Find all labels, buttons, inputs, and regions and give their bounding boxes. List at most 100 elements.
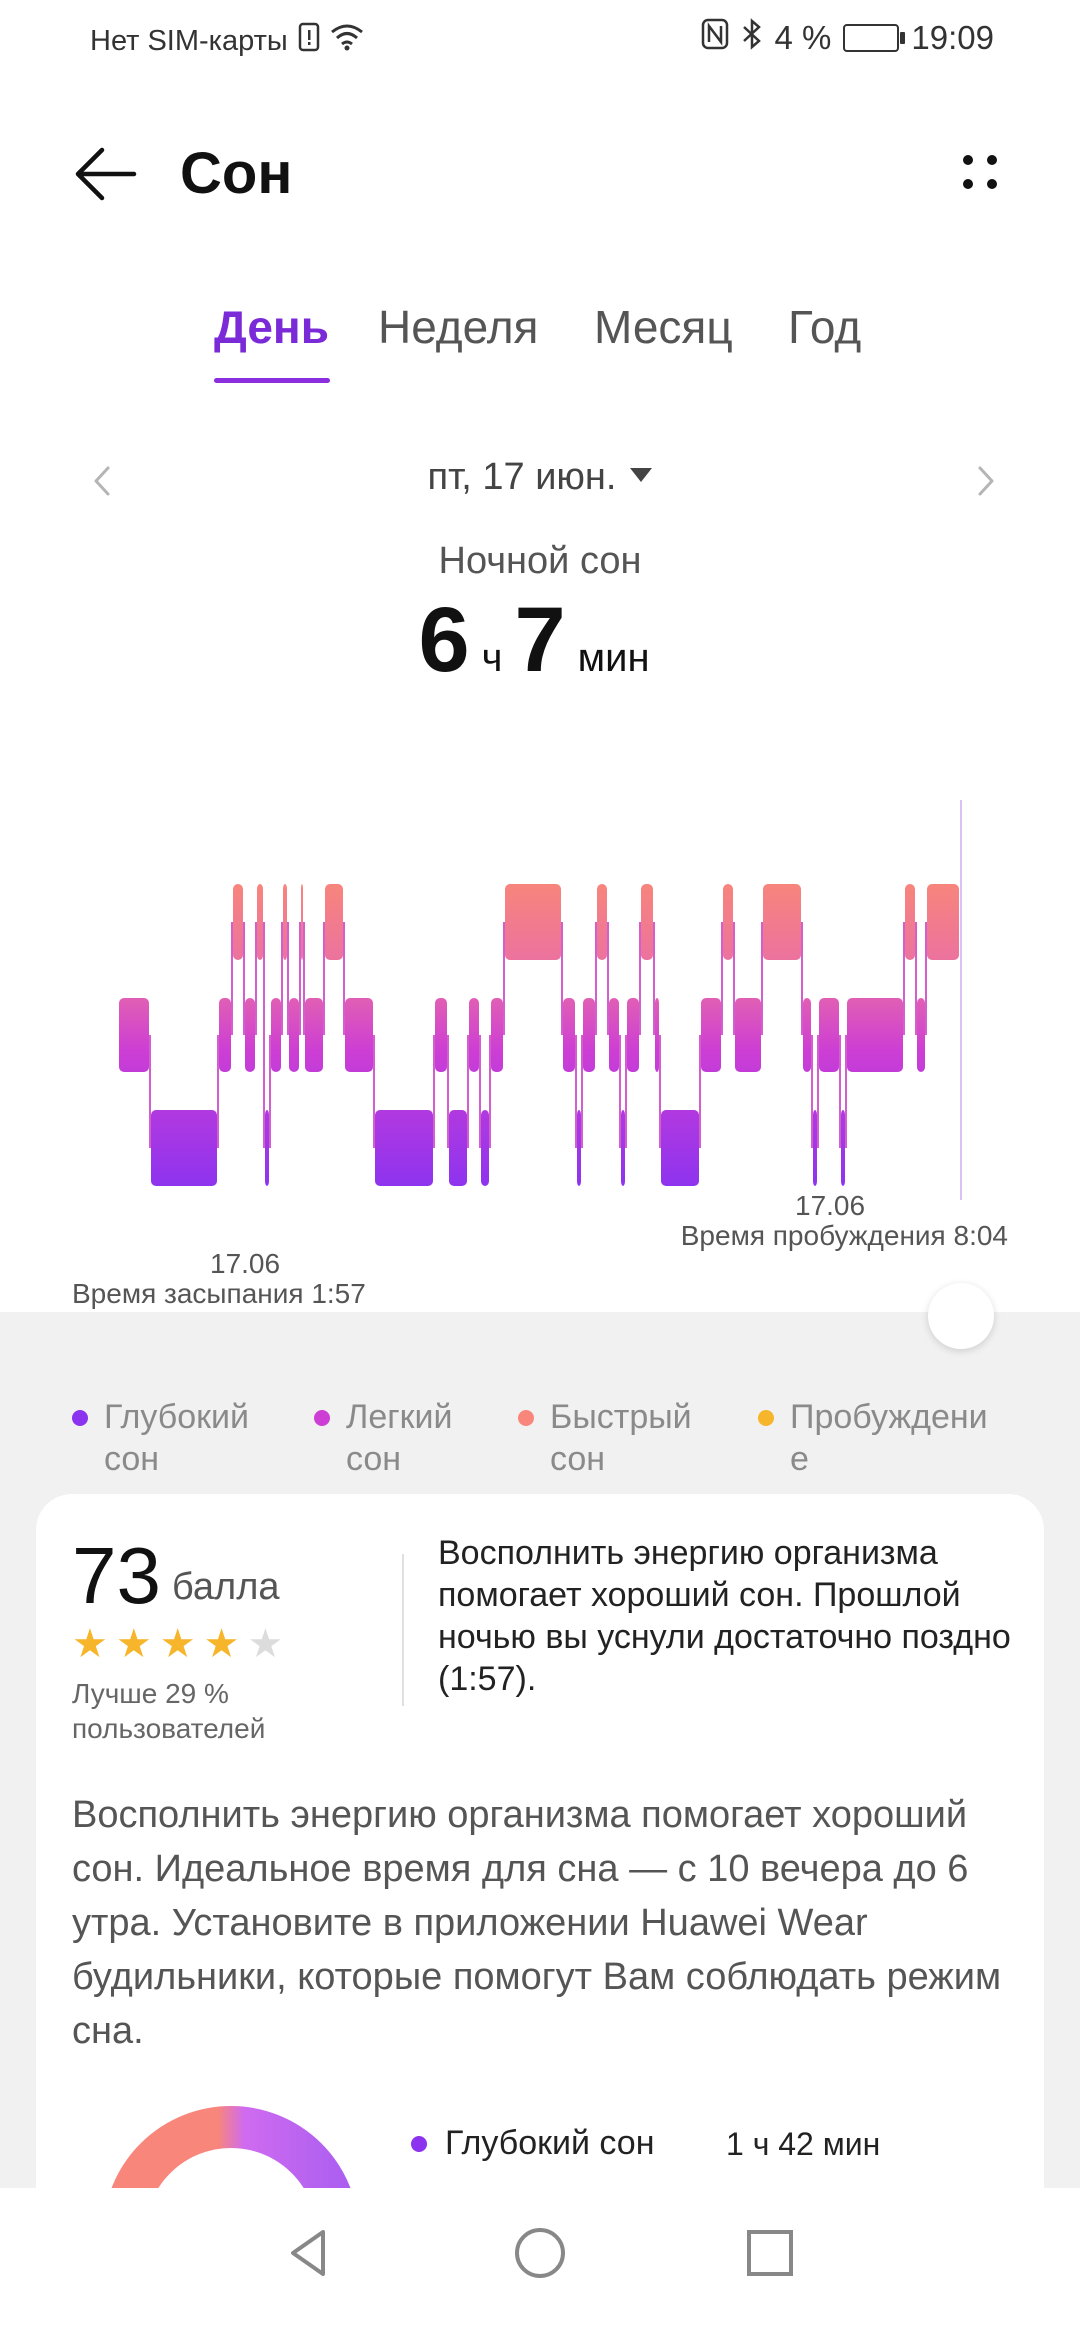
nfc-icon [701, 18, 729, 58]
hours-unit: ч [481, 636, 503, 680]
sleep-segment-light [701, 998, 721, 1072]
date-picker[interactable]: пт, 17 июн. [0, 456, 1080, 499]
comparison-text: Лучше 29 % пользователей [72, 1678, 266, 1744]
sleep-segment-light [819, 998, 839, 1072]
square-recents-icon [747, 2230, 793, 2276]
sleep-segment-deep [813, 1110, 817, 1186]
nav-back-button[interactable] [275, 2218, 345, 2288]
sleep-segment-deep [481, 1110, 489, 1186]
sim-alert-icon [298, 22, 320, 60]
chart-legend: Глубокий сон Легкий сон Быстрый сон Пробужд… [0, 1396, 1080, 1506]
tab-month[interactable]: Месяц [594, 301, 733, 353]
legend-light-sleep: Легкий сон [314, 1396, 452, 1480]
sleep-segment-rem [763, 884, 801, 960]
breakdown-deep-sleep: Глубокий сон [411, 2124, 654, 2163]
four-dots-icon [963, 155, 997, 189]
sleep-segment-deep [841, 1110, 845, 1186]
previous-day-button[interactable] [82, 458, 122, 504]
sleep-advice: Восполнить энергию организма помогает хо… [72, 1794, 1002, 2052]
sleep-segment-light [305, 998, 323, 1072]
sleep-stage-segments [119, 884, 959, 1186]
wake-date: 17.06 [795, 1190, 866, 1221]
active-tab-indicator [214, 378, 330, 383]
sleep-time-label: Время засыпания 1:57 [72, 1278, 366, 1309]
status-left: Нет SIM-карты [90, 22, 364, 60]
score-description: Восполнить энергию организма помогает хо… [438, 1534, 1011, 1698]
sleep-structure-ring [103, 2106, 359, 2234]
sleep-segment-light [219, 998, 231, 1072]
sleep-segment-light [803, 998, 811, 1072]
legend-dot [314, 1410, 330, 1426]
sleep-segment-rem [325, 884, 343, 960]
sleep-score: 73 [72, 1531, 161, 1620]
breakdown-dot [411, 2135, 427, 2152]
star-filled-icon: ★ [159, 1622, 196, 1666]
sleep-segment-rem [597, 884, 607, 960]
next-day-button[interactable] [966, 458, 1006, 504]
breakdown-label: Глубокий сон [445, 2124, 655, 2162]
clock: 19:09 [911, 19, 994, 56]
sleep-segment-rem [641, 884, 653, 960]
chart-scrubber-handle[interactable] [928, 1283, 994, 1349]
legend-deep-sleep: Глубокий сон [72, 1396, 249, 1480]
status-right: 4 % 19:09 [701, 18, 994, 58]
sleep-segment-light [119, 998, 149, 1072]
page-title: Сон [180, 141, 293, 206]
hours-value: 6 [418, 589, 470, 691]
more-options-button[interactable] [940, 132, 1020, 212]
sleep-segment-light [609, 998, 619, 1072]
minutes-value: 7 [514, 589, 566, 691]
sleep-segment-light [271, 998, 281, 1072]
sleep-segment-rem [301, 884, 303, 960]
sleep-segment-deep [621, 1110, 625, 1186]
sleep-segment-light [583, 998, 595, 1072]
sleep-segment-light [245, 998, 255, 1072]
arrow-left-icon [75, 147, 137, 201]
triangle-back-icon [291, 2230, 325, 2276]
sleep-segment-deep [449, 1110, 467, 1186]
sleep-segment-deep [577, 1110, 581, 1186]
chevron-left-icon [94, 466, 110, 496]
sleep-segment-deep [661, 1110, 699, 1186]
sleep-segment-deep [151, 1110, 217, 1186]
date-navigator: пт, 17 июн. [0, 450, 1080, 510]
back-button[interactable] [70, 132, 150, 212]
tab-year[interactable]: Год [788, 301, 862, 353]
sleep-segment-deep [265, 1110, 269, 1186]
star-filled-icon: ★ [115, 1622, 152, 1666]
breakdown-value: 1 ч 42 мин [726, 2126, 881, 2162]
sleep-score-unit: балла [172, 1566, 280, 1608]
summary-label: Ночной сон [438, 540, 642, 582]
legend-dot [518, 1410, 534, 1426]
sleep-segment-light [491, 998, 503, 1072]
chevron-right-icon [978, 466, 994, 496]
legend-awake: Пробуждени е [758, 1396, 988, 1480]
nav-recents-button[interactable] [735, 2218, 805, 2288]
sleep-segment-rem [257, 884, 263, 960]
minutes-unit: мин [577, 636, 650, 680]
legend-dot [758, 1410, 774, 1426]
sleep-segment-rem [723, 884, 733, 960]
star-filled-icon: ★ [72, 1622, 108, 1666]
total-sleep-duration: 6 ч 7 мин [0, 588, 1080, 693]
sleep-segment-light [289, 998, 299, 1072]
sleep-segment-rem [905, 884, 915, 960]
hypnogram [119, 800, 962, 1200]
date-text: пт, 17 июн. [427, 456, 617, 498]
sleep-segment-light [847, 998, 903, 1072]
sleep-segment-light [735, 998, 761, 1072]
tab-day[interactable]: День [214, 301, 329, 353]
nav-home-button[interactable] [505, 2218, 575, 2288]
battery-icon [843, 24, 906, 52]
bluetooth-icon [741, 18, 763, 58]
wake-time-label: Время пробуждения 8:04 [680, 1220, 1008, 1251]
sleep-segment-deep [375, 1110, 433, 1186]
sleep-segment-light [469, 998, 479, 1072]
sleep-segment-rem [927, 884, 959, 960]
sleep-stage-chart[interactable]: 17.06 Время пробуждения 8:04 17.06 Время… [0, 780, 1080, 1340]
sleep-segment-rem [505, 884, 561, 960]
sleep-segment-light [917, 998, 925, 1072]
circle-home-icon [515, 2228, 565, 2278]
sleep-segment-rem [233, 884, 243, 960]
tab-week[interactable]: Неделя [378, 301, 539, 353]
